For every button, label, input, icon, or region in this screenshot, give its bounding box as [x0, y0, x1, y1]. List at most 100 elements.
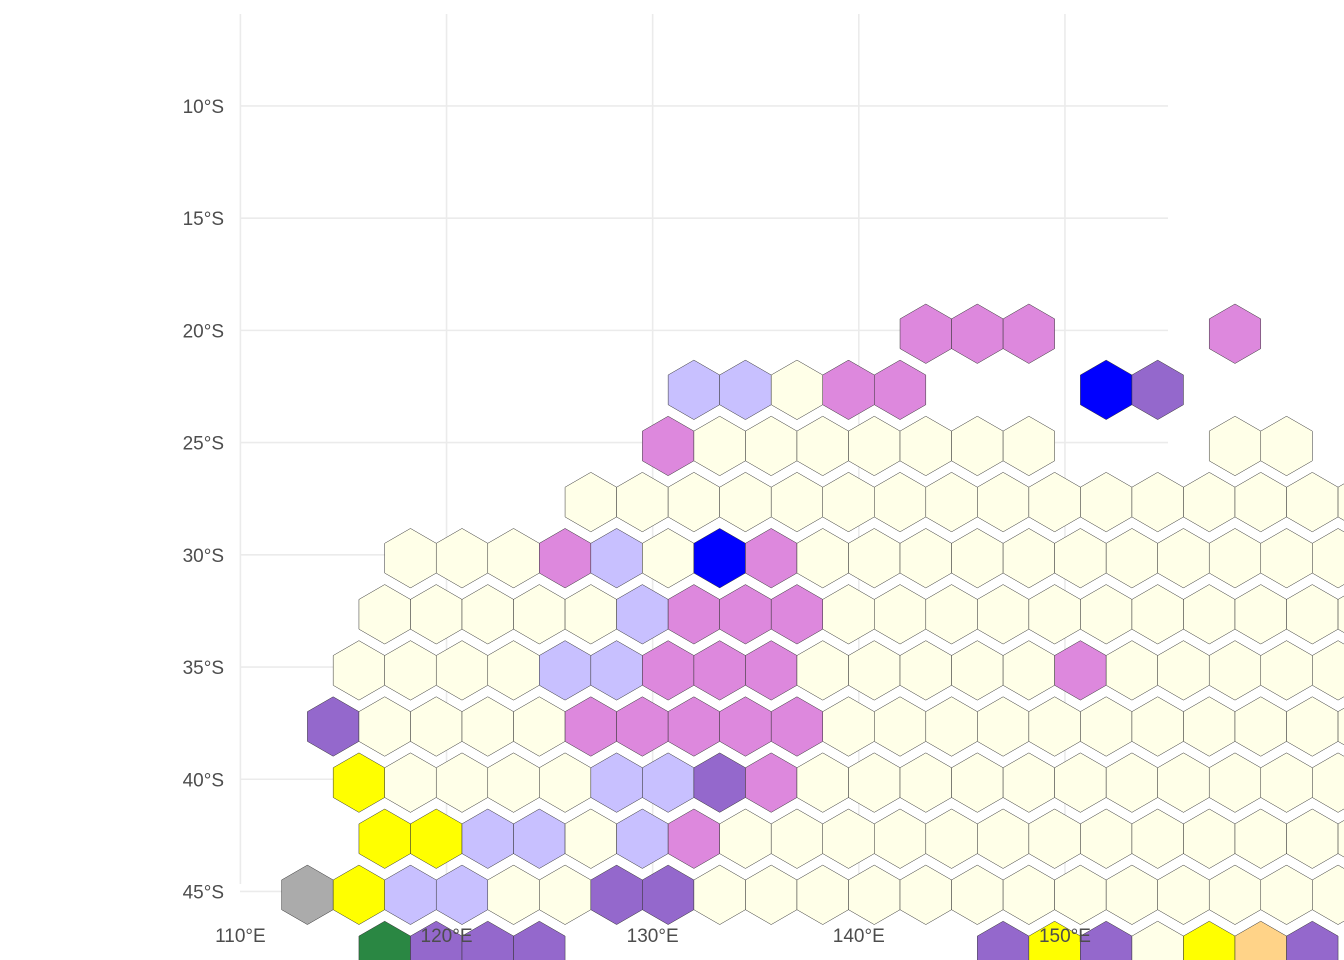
hex-cell-orchid	[719, 584, 772, 645]
hex-cell-cream	[1157, 864, 1210, 925]
hex-cell-cream	[848, 528, 901, 589]
hex-cell-cream	[564, 472, 617, 533]
hex-cell-medium-purple	[977, 920, 1030, 960]
hex-cell-lavender	[642, 752, 695, 813]
hex-cell-lavender	[590, 752, 643, 813]
hex-cell-lavender	[616, 808, 669, 869]
hex-cell-cream	[513, 584, 566, 645]
hex-cell-cream	[1002, 864, 1055, 925]
hex-cell-cream	[1337, 595, 1344, 633]
hex-cell-lavender	[513, 808, 566, 869]
hex-cell-cream	[951, 415, 1004, 477]
hex-cell-cream	[1234, 584, 1287, 645]
hex-cell-cream	[899, 415, 952, 477]
hex-cell-cream	[539, 752, 592, 813]
hex-cell-cream	[461, 584, 514, 645]
hex-cell-cream	[848, 640, 901, 701]
hex-cell-cream	[1105, 752, 1158, 813]
hex-cell-orchid	[822, 359, 875, 420]
hex-cell-cream	[770, 808, 823, 869]
hex-cell-cream	[874, 584, 927, 645]
hex-cell-cream	[745, 864, 798, 925]
hex-cell-cream	[1002, 528, 1055, 589]
hex-cell-cream	[487, 864, 540, 925]
hex-cell-cream	[1208, 415, 1262, 477]
hex-cell-cream	[977, 696, 1030, 757]
hex-cell-lavender	[435, 864, 489, 925]
hex-cell-cream	[1234, 472, 1287, 533]
hex-cell-lavender	[667, 359, 720, 420]
hex-cell-orchid	[1208, 303, 1262, 364]
hex-cell-yellow	[410, 808, 463, 869]
hex-cell-cream	[1002, 752, 1055, 813]
hex-cell-cream	[1183, 584, 1236, 645]
hex-cell-cream	[1286, 472, 1339, 533]
hex-cell-cream	[358, 696, 411, 757]
hex-cell-cream	[1312, 640, 1344, 701]
hex-cell-cream	[461, 696, 514, 757]
hex-cell-cream	[1183, 808, 1236, 869]
hex-cell-cream	[332, 640, 385, 701]
hex-cell-cream	[925, 472, 978, 533]
hex-cell-orchid	[951, 303, 1004, 364]
y-tick-label: 20°S	[183, 321, 224, 342]
hex-cell-light-orange	[1234, 920, 1287, 960]
hex-cell-cream	[1080, 696, 1133, 757]
hex-cell-cream	[770, 472, 823, 533]
hex-cell-lavender	[616, 584, 669, 645]
hex-cell-cream	[1312, 752, 1344, 813]
hex-cell-cream	[951, 752, 1004, 813]
hex-cell-cream	[848, 864, 901, 925]
hex-cell-cream	[1260, 528, 1313, 589]
y-tick-label: 45°S	[183, 882, 224, 903]
hex-cell-cream	[410, 584, 463, 645]
hex-cell-cream	[899, 752, 952, 813]
hex-cell-blue	[693, 528, 746, 589]
hex-cell-orchid	[564, 696, 617, 757]
hex-cell-cream	[642, 528, 695, 589]
hex-cell-cream	[796, 752, 849, 813]
hex-cell-cream	[513, 696, 566, 757]
hex-cell-cream	[1183, 696, 1236, 757]
hex-cell-orchid	[1002, 303, 1055, 364]
hex-cell-orchid	[667, 808, 720, 869]
hex-cell-cream	[925, 584, 978, 645]
hex-cell-cream	[384, 640, 437, 701]
hex-cell-orchid	[1054, 640, 1107, 701]
hex-cell-yellow	[332, 752, 385, 813]
x-tick-label: 130°E	[627, 926, 679, 947]
hex-cell-cream	[1183, 472, 1236, 533]
hex-cell-cream	[1337, 820, 1344, 858]
hex-cell-cream	[822, 808, 875, 869]
y-tick-label: 30°S	[183, 546, 224, 567]
hex-cell-cream	[1208, 864, 1262, 925]
hex-cell-orchid	[642, 415, 695, 477]
hex-cell-cream	[1208, 528, 1262, 589]
hex-cell-cream	[1337, 707, 1344, 746]
hex-cell-cream	[1157, 640, 1210, 701]
hex-cell-lavender	[539, 640, 592, 701]
hex-cell-orchid	[899, 303, 952, 364]
hex-cell-cream	[899, 528, 952, 589]
hex-cell-cream	[1312, 864, 1344, 925]
hex-cell-cream	[1208, 752, 1262, 813]
hex-cell-cream	[925, 808, 978, 869]
hex-cell-cream	[1080, 584, 1133, 645]
hex-cell-cream	[693, 864, 746, 925]
hex-cell-cream	[384, 528, 437, 589]
hex-cell-medium-purple	[590, 864, 643, 925]
hex-cell-cream	[1054, 752, 1107, 813]
hex-cell-lavender	[461, 808, 514, 869]
hex-cell-cream	[977, 472, 1030, 533]
hex-cell-cream	[358, 584, 411, 645]
hex-cell-orchid	[874, 359, 927, 420]
hex-cell-cream	[1131, 472, 1184, 533]
y-tick-label: 40°S	[183, 770, 224, 791]
hex-cell-cream	[796, 528, 849, 589]
hex-cell-cream	[977, 584, 1030, 645]
hex-cell-cream	[951, 528, 1004, 589]
hex-cell-cream	[848, 752, 901, 813]
hex-cell-cream	[1105, 640, 1158, 701]
y-axis-tick-labels: 10°S 15°S 20°S 25°S 30°S 35°S 40°S 45°S	[183, 97, 224, 904]
